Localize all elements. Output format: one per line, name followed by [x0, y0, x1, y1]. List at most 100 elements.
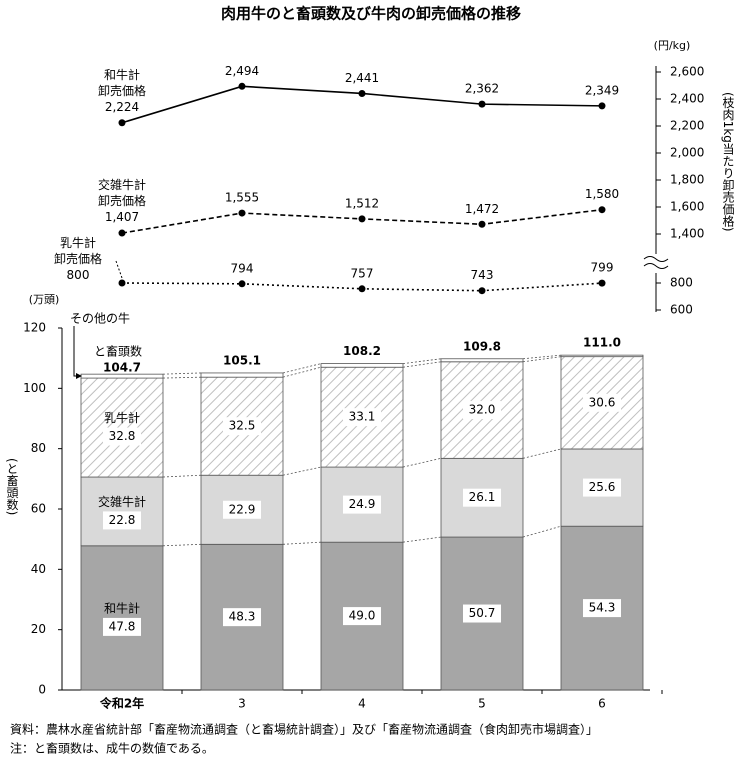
total-label: 104.7 [103, 361, 141, 375]
data-label: 1,580 [585, 187, 619, 201]
point [478, 220, 486, 228]
label-box [583, 393, 621, 412]
series-name: 和牛計 卸売価格 [97, 67, 146, 98]
point [118, 119, 126, 127]
point [358, 89, 366, 97]
y-tick-label: 120 [23, 321, 46, 335]
y-tick-label: 1,800 [670, 173, 704, 187]
data-label: 2,362 [465, 82, 499, 96]
data-label: 26.1 [469, 490, 496, 504]
y-axis-title: (枝肉1kg当たり卸売価格) [721, 92, 735, 232]
total-label: 109.8 [463, 339, 501, 353]
connector [402, 457, 442, 468]
connector [522, 448, 562, 459]
point [598, 102, 606, 110]
point [598, 279, 606, 287]
bar-segment [440, 536, 524, 691]
data-label: 32.8 [109, 429, 136, 443]
data-label: 50.7 [469, 606, 496, 620]
y-tick-label: 1,600 [670, 200, 704, 214]
series-name: 乳牛計 卸売価格 [53, 236, 102, 266]
total-label: 111.0 [583, 336, 621, 350]
data-label: 47.8 [109, 619, 136, 633]
connector [282, 363, 322, 374]
bar-segment [320, 363, 404, 368]
data-label: 33.1 [349, 410, 376, 424]
bar-segment [560, 354, 644, 358]
connector [522, 525, 562, 538]
chart-title: 肉用牛のと畜頭数及び牛肉の卸売価格の推移 [221, 5, 521, 23]
point [598, 206, 606, 214]
x-tick-label: 6 [598, 697, 606, 711]
connector [162, 474, 202, 478]
data-label: 30.6 [589, 395, 616, 409]
bar-segment [80, 373, 164, 379]
data-label: 2,494 [225, 64, 259, 78]
annotation-arrow [73, 326, 80, 377]
label-box [343, 607, 381, 626]
data-label: 25.6 [589, 480, 616, 494]
label-box [343, 495, 381, 514]
label-box [463, 401, 501, 420]
annotation: その他の牛 [70, 311, 130, 326]
point [118, 279, 126, 287]
data-label: 757 [351, 266, 374, 280]
note: 資料：農林水産省統計部「畜産物流通調査（と畜場統計調査）」及び「畜産物流通調査（… [10, 722, 598, 737]
series-name: 和牛計 [104, 600, 140, 615]
y-tick-label: 100 [23, 381, 46, 395]
connector [402, 536, 442, 543]
total-label: 105.1 [223, 353, 261, 367]
bar-segment [440, 358, 524, 363]
point [358, 215, 366, 223]
connector [282, 366, 322, 378]
data-label: 1,555 [225, 191, 259, 205]
data-label: 1,512 [345, 196, 379, 210]
data-label: 2,224 [104, 99, 140, 114]
y-tick-label: 0 [38, 683, 46, 697]
point [238, 209, 246, 217]
x-tick-label: 令和2年 [99, 696, 144, 711]
note: 注：と畜頭数は、成牛の数値である。 [10, 741, 214, 756]
data-label: 32.5 [229, 419, 256, 433]
y-tick-label: 20 [31, 622, 46, 636]
data-label: 799 [591, 261, 614, 275]
y-tick-label: 80 [31, 441, 46, 455]
y-unit: (円/kg) [654, 39, 691, 52]
label-box [583, 599, 621, 618]
point [478, 100, 486, 108]
data-label: 48.3 [229, 610, 256, 624]
label-box [343, 408, 381, 427]
total-label: 108.2 [343, 344, 381, 358]
data-label: 54.3 [589, 601, 616, 615]
label-box [463, 604, 501, 623]
label-box [103, 617, 141, 636]
data-label: 794 [231, 261, 254, 275]
data-label: 49.0 [349, 609, 376, 623]
point [238, 280, 246, 288]
data-label: 2,441 [345, 71, 379, 85]
axis-break [643, 256, 669, 269]
connector [162, 372, 202, 375]
label-box [103, 511, 141, 530]
data-label: 800 [66, 268, 90, 282]
data-label: 743 [471, 268, 494, 282]
bar-segment [200, 372, 284, 378]
leader [115, 260, 123, 279]
x-tick-label: 4 [358, 697, 366, 711]
point [478, 287, 486, 295]
total-name: と畜頭数 [94, 344, 142, 359]
y-tick-label: 2,000 [670, 146, 704, 160]
y-tick-label: 2,400 [670, 92, 704, 106]
connector [522, 356, 562, 363]
data-label: 2,349 [585, 83, 619, 97]
y-axis-title: (と畜頭数) [5, 458, 19, 516]
label-box [223, 417, 261, 436]
data-label: 24.9 [349, 497, 376, 511]
data-label: 32.0 [469, 403, 496, 417]
label-box [103, 427, 141, 446]
y-tick-label: 800 [670, 276, 693, 290]
label-box [463, 488, 501, 507]
data-label: 1,407 [104, 210, 140, 225]
point [358, 285, 366, 293]
